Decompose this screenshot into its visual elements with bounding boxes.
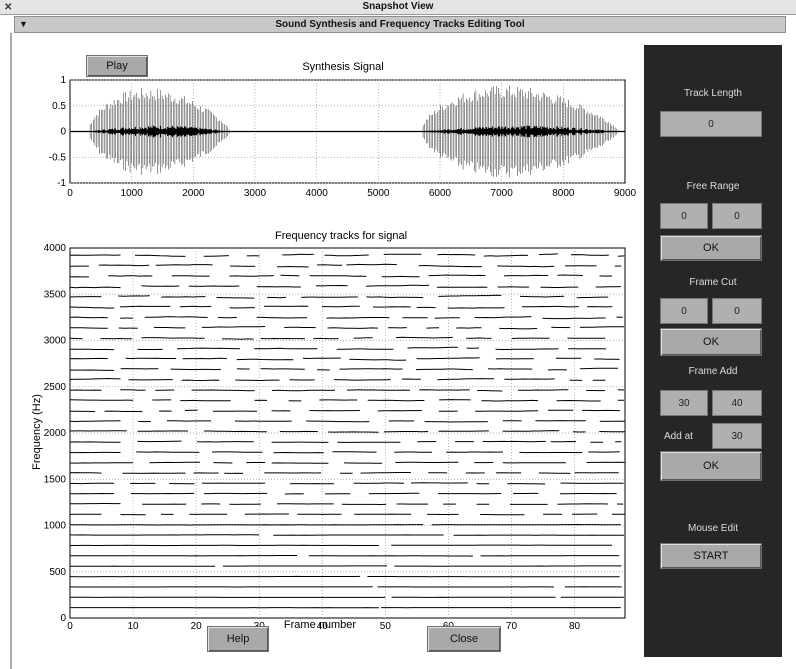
add-at-field[interactable]: 30 (712, 423, 762, 449)
x-tick-label: 2000 (182, 188, 205, 199)
frequency-track (69, 346, 607, 351)
frequency-track (69, 399, 624, 402)
frame-cut-label: Frame Cut (689, 277, 737, 288)
window-title: Snapshot View (362, 1, 434, 12)
frequency-track (69, 440, 622, 443)
x-tick-label: 70 (506, 621, 518, 632)
y-tick-label: 0 (60, 127, 66, 138)
y-tick-label: 1000 (44, 521, 67, 532)
editing-side-panel: Track Length 0 Free Range 0 0 OK Frame C… (644, 45, 782, 657)
frequency-track (69, 482, 624, 485)
y-tick-label: 0 (60, 613, 66, 624)
y-tick-label: 2000 (44, 428, 67, 439)
frequency-track (69, 274, 613, 278)
window-titlebar: ✕ Snapshot View (0, 0, 796, 15)
y-tick-label: -0.5 (49, 152, 67, 163)
y-tick-label: 0.5 (52, 101, 66, 112)
frequency-track (69, 294, 609, 299)
x-tick-label: 6000 (429, 188, 452, 199)
mouse-edit-label: Mouse Edit (687, 523, 739, 534)
frequency-track (70, 451, 620, 454)
frequency-track (69, 430, 625, 433)
y-tick-label: -1 (57, 178, 66, 189)
frequency-track (70, 523, 621, 526)
x-tick-label: 0 (67, 188, 73, 199)
frequency-track (69, 326, 625, 330)
add-at-label: Add at (664, 431, 693, 442)
frequency-track (69, 316, 623, 320)
x-tick-label: 5000 (367, 188, 390, 199)
frame-add-label: Frame Add (688, 366, 738, 377)
free-range-ok-button[interactable]: OK (660, 235, 762, 261)
synthesis-signal-title: Synthesis Signal (302, 61, 383, 73)
x-tick-label: 20 (191, 621, 203, 632)
y-tick-label: 1 (60, 75, 66, 86)
frequency-track (69, 389, 625, 392)
play-button[interactable]: Play (86, 55, 148, 77)
signal-core (422, 125, 618, 138)
frame-add-from-field[interactable]: 30 (660, 390, 708, 416)
y-tick-label: 3500 (44, 289, 67, 300)
frequency-track (69, 461, 625, 464)
signal-core (89, 125, 230, 138)
frame-number-axis-label: Frame number (284, 619, 356, 631)
app-titlebar: ▼ Sound Synthesis and Frequency Tracks E… (14, 16, 786, 33)
frequency-track (69, 263, 622, 268)
frame-add-ok-button[interactable]: OK (660, 451, 762, 481)
window-menu-icon[interactable]: ✕ (4, 2, 13, 13)
frequency-axis-label: Frequency (Hz) (31, 394, 43, 470)
x-tick-label: 8000 (552, 188, 575, 199)
frame-cut-to-field[interactable]: 0 (712, 298, 762, 324)
x-tick-label: 7000 (491, 188, 514, 199)
frame-cut-ok-button[interactable]: OK (660, 328, 762, 356)
free-range-to-field[interactable]: 0 (712, 203, 762, 229)
frequency-track (69, 367, 619, 371)
frequency-track (69, 534, 624, 536)
window-frame-border (10, 33, 12, 669)
track-length-field[interactable]: 0 (660, 111, 762, 137)
frequency-tracks-title: Frequency tracks for signal (275, 230, 407, 242)
mouse-edit-start-button[interactable]: START (660, 543, 762, 569)
y-tick-label: 2500 (44, 382, 67, 393)
frequency-track (69, 253, 625, 257)
frame-add-to-field[interactable]: 40 (712, 390, 762, 416)
frequency-track (69, 420, 625, 423)
x-tick-label: 50 (380, 621, 392, 632)
frequency-track (69, 472, 619, 474)
x-tick-label: 4000 (306, 188, 329, 199)
x-tick-label: 9000 (614, 188, 637, 199)
frequency-track (69, 284, 621, 289)
close-button[interactable]: Close (427, 626, 501, 652)
y-tick-label: 3000 (44, 336, 67, 347)
y-tick-label: 4000 (44, 243, 67, 254)
frequency-track (70, 545, 619, 546)
y-tick-label: 500 (49, 567, 66, 578)
help-button[interactable]: Help (207, 626, 269, 652)
frame-cut-from-field[interactable]: 0 (660, 298, 708, 324)
x-tick-label: 10 (128, 621, 140, 632)
track-length-label: Track Length (684, 88, 742, 99)
x-tick-label: 40 (317, 621, 329, 632)
frequency-track (70, 409, 620, 413)
x-tick-label: 0 (67, 621, 73, 632)
frequency-track (70, 503, 624, 506)
app-menu-icon[interactable]: ▼ (19, 19, 28, 29)
frequency-track (70, 555, 620, 557)
free-range-label: Free Range (686, 181, 740, 192)
frequency-track (69, 513, 625, 516)
frequency-track (69, 357, 620, 361)
x-tick-label: 3000 (244, 188, 267, 199)
x-tick-label: 1000 (121, 188, 144, 199)
frequency-track (69, 492, 617, 495)
app-title: Sound Synthesis and Frequency Tracks Edi… (275, 19, 525, 30)
x-tick-label: 80 (569, 621, 581, 632)
y-tick-label: 1500 (44, 474, 67, 485)
free-range-from-field[interactable]: 0 (660, 203, 708, 229)
